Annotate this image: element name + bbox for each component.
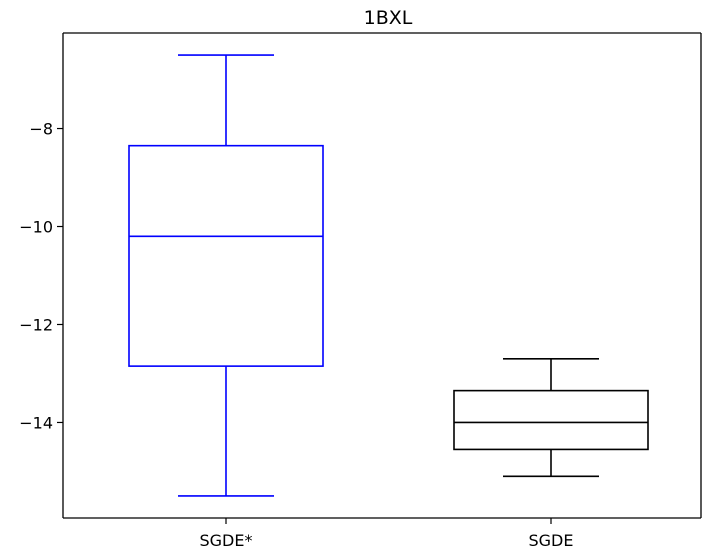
x-tick-label: SGDE* (200, 531, 253, 550)
y-tick-label: −8 (29, 120, 53, 139)
box-group-1 (128, 54, 324, 497)
y-tick-label: −14 (19, 413, 53, 432)
x-tick-label: SGDE (529, 531, 574, 550)
box-group-2 (453, 357, 649, 478)
iqr-box (453, 389, 649, 451)
y-tick-label: −12 (19, 315, 53, 334)
y-tick-label: −10 (19, 218, 53, 237)
axes-layer: −8 −10 −12 −14 SGDE* SGDE (19, 32, 702, 550)
chart-title: 1BXL (364, 7, 413, 29)
boxes-layer (128, 54, 649, 497)
iqr-box (128, 144, 324, 367)
